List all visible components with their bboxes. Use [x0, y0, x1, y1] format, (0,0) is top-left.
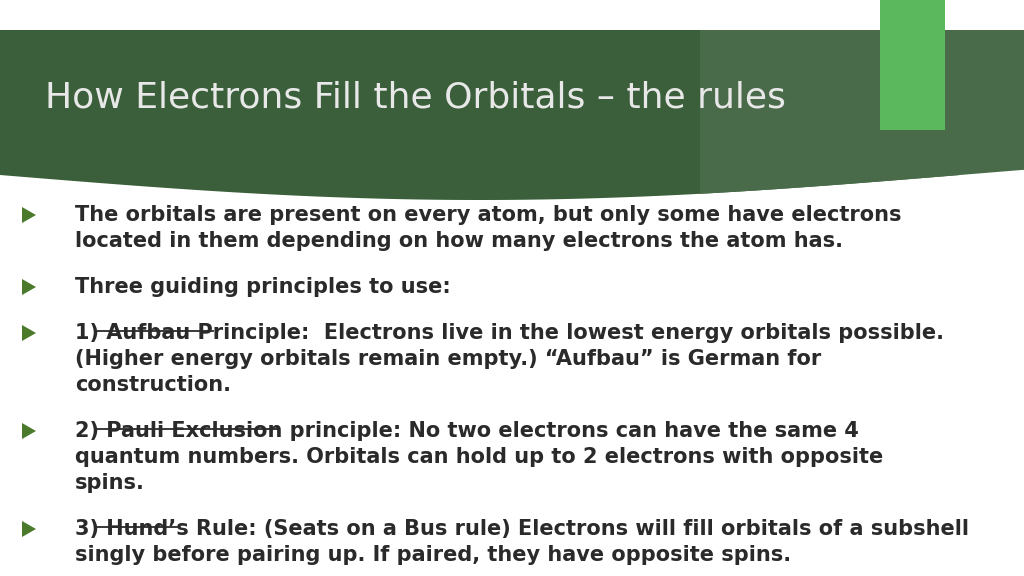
Polygon shape	[22, 423, 36, 439]
Text: singly before pairing up. If paired, they have opposite spins.: singly before pairing up. If paired, the…	[75, 545, 792, 565]
Text: 3) Hund’s Rule: (Seats on a Bus rule) Electrons will fill orbitals of a subshell: 3) Hund’s Rule: (Seats on a Bus rule) El…	[75, 519, 969, 539]
Polygon shape	[22, 207, 36, 223]
Bar	[880, 0, 945, 130]
Text: located in them depending on how many electrons the atom has.: located in them depending on how many el…	[75, 231, 843, 251]
Text: quantum numbers. Orbitals can hold up to 2 electrons with opposite: quantum numbers. Orbitals can hold up to…	[75, 447, 884, 467]
Text: 2) Pauli Exclusion principle: No two electrons can have the same 4: 2) Pauli Exclusion principle: No two ele…	[75, 421, 859, 441]
Text: (Higher energy orbitals remain empty.) “Aufbau” is German for: (Higher energy orbitals remain empty.) “…	[75, 349, 821, 369]
Polygon shape	[700, 30, 1024, 194]
Text: spins.: spins.	[75, 473, 144, 493]
Polygon shape	[22, 325, 36, 341]
Text: 1) Aufbau Principle:  Electrons live in the lowest energy orbitals possible.: 1) Aufbau Principle: Electrons live in t…	[75, 323, 944, 343]
Text: The orbitals are present on every atom, but only some have electrons: The orbitals are present on every atom, …	[75, 205, 901, 225]
Polygon shape	[22, 521, 36, 537]
Text: How Electrons Fill the Orbitals – the rules: How Electrons Fill the Orbitals – the ru…	[45, 81, 785, 115]
Polygon shape	[22, 279, 36, 295]
Polygon shape	[0, 30, 961, 200]
Text: construction.: construction.	[75, 375, 231, 395]
Text: Three guiding principles to use:: Three guiding principles to use:	[75, 277, 451, 297]
